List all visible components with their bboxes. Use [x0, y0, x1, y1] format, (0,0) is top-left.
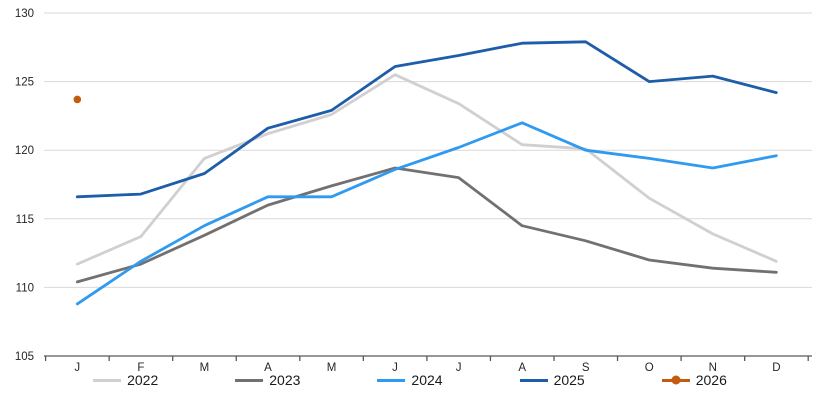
y-axis-label: 130 [15, 8, 34, 20]
legend-item-2024: 2024 [377, 372, 443, 388]
series-line-2022 [75, 73, 778, 266]
series-2022 [75, 73, 778, 266]
x-axis-label: M [200, 362, 210, 372]
legend-item-2023: 2023 [235, 373, 300, 387]
legend-item-2025: 2025 [519, 372, 585, 388]
y-axis-label: 115 [16, 214, 34, 226]
y-axis-label: 125 [15, 77, 34, 89]
legend-marker-dot-2026 [671, 375, 681, 385]
legend-label-2025: 2025 [553, 372, 585, 388]
legend-swatch-2024 [377, 378, 406, 382]
x-axis [44, 355, 812, 361]
x-axis-label: S [582, 362, 590, 372]
x-axis-label: A [264, 362, 272, 372]
legend-item-2026: 2026 [661, 372, 727, 388]
x-axis-label: J [74, 362, 80, 372]
legend-swatch-2025 [519, 378, 548, 382]
legend-item-2022: 2022 [93, 373, 158, 387]
series-line-2023 [75, 166, 778, 284]
x-axis-label: J [456, 362, 462, 372]
x-axis-label: J [392, 362, 398, 372]
chart-plot-area: 105 110 115 120 125 130 J F M A M J J A S O N D [15, 8, 812, 372]
series-2026 [73, 95, 82, 104]
legend-label-2023: 2023 [269, 372, 301, 388]
y-axis-labels: 105 110 115 120 125 130 [15, 8, 34, 363]
data-point-2026 [73, 95, 82, 104]
x-axis-label: A [518, 362, 526, 372]
x-axis-label: N [709, 362, 717, 372]
x-axis-label: F [137, 362, 144, 372]
y-gridlines [44, 12, 812, 288]
legend-swatch-2022 [93, 378, 122, 382]
y-axis-label: 105 [15, 351, 34, 363]
x-axis-label: O [645, 362, 654, 372]
series-line-2025 [75, 40, 778, 199]
chart-legend: 2022 2023 2024 2025 2026 [0, 373, 820, 387]
series-2023 [75, 166, 778, 284]
x-axis-label: D [772, 362, 780, 372]
y-axis-label: 110 [16, 282, 34, 294]
legend-swatch-2023 [235, 378, 264, 382]
x-axis-label: M [327, 362, 337, 372]
legend-label-2022: 2022 [127, 372, 159, 388]
legend-swatch-2026 [661, 375, 690, 385]
series-line-2024 [75, 121, 778, 306]
series-2024 [75, 121, 778, 306]
y-axis-label: 120 [15, 145, 34, 157]
legend-label-2026: 2026 [695, 372, 727, 388]
series-2025 [75, 40, 778, 199]
legend-label-2024: 2024 [411, 372, 443, 388]
